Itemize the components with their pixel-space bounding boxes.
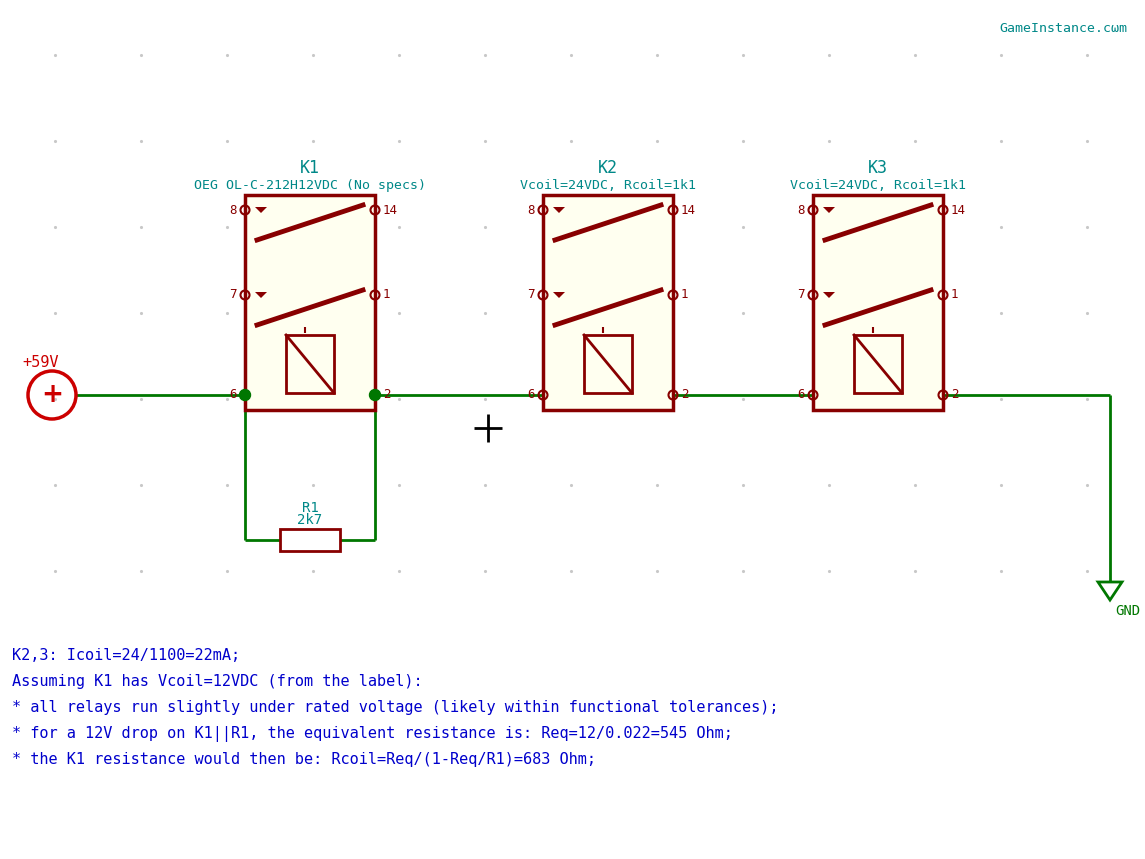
Circle shape (370, 389, 380, 400)
Circle shape (239, 389, 251, 400)
Bar (543, 195, 673, 410)
Text: R1: R1 (301, 501, 318, 515)
Text: K3: K3 (868, 159, 889, 177)
Text: +59V: +59V (22, 355, 58, 370)
Text: +: + (41, 382, 63, 408)
Text: * all relays run slightly under rated voltage (likely within functional toleranc: * all relays run slightly under rated vo… (11, 700, 779, 715)
Text: 1: 1 (681, 289, 688, 302)
Text: OEG OL-C-212H12VDC (No specs): OEG OL-C-212H12VDC (No specs) (194, 179, 426, 192)
Text: 6: 6 (798, 388, 805, 401)
Text: K2,3: Icoil=24/1100=22mA;: K2,3: Icoil=24/1100=22mA; (11, 648, 240, 663)
Text: 2: 2 (382, 388, 390, 401)
Polygon shape (823, 207, 835, 213)
Bar (584, 335, 632, 393)
Text: 8: 8 (229, 204, 237, 216)
Text: Vcoil=24VDC, Rcoil=1k1: Vcoil=24VDC, Rcoil=1k1 (790, 179, 966, 192)
Text: GND: GND (1115, 604, 1140, 618)
Polygon shape (553, 292, 564, 298)
Text: 8: 8 (798, 204, 805, 216)
Text: 6: 6 (528, 388, 535, 401)
Text: GameInstance.cωm: GameInstance.cωm (998, 22, 1127, 35)
Text: 2: 2 (681, 388, 688, 401)
Text: 1: 1 (951, 289, 958, 302)
Polygon shape (553, 207, 564, 213)
Text: 2: 2 (951, 388, 958, 401)
Bar (245, 195, 376, 410)
Bar (286, 335, 334, 393)
Polygon shape (255, 207, 267, 213)
Text: 6: 6 (229, 388, 237, 401)
Text: Assuming K1 has Vcoil=12VDC (from the label):: Assuming K1 has Vcoil=12VDC (from the la… (11, 674, 423, 689)
Text: 7: 7 (229, 289, 237, 302)
Text: 14: 14 (681, 204, 696, 216)
Text: 7: 7 (528, 289, 535, 302)
Text: 7: 7 (798, 289, 805, 302)
Text: K2: K2 (598, 159, 618, 177)
Text: * the K1 resistance would then be: Rcoil=Req/(1-Req/R1)=683 Ohm;: * the K1 resistance would then be: Rcoil… (11, 752, 597, 767)
Text: 1: 1 (382, 289, 390, 302)
Bar (813, 195, 943, 410)
Polygon shape (823, 292, 835, 298)
Polygon shape (255, 292, 267, 298)
Text: * for a 12V drop on K1||R1, the equivalent resistance is: Req=12/0.022=545 Ohm;: * for a 12V drop on K1||R1, the equivale… (11, 726, 733, 742)
Text: 8: 8 (528, 204, 535, 216)
Text: 14: 14 (951, 204, 966, 216)
Text: Vcoil=24VDC, Rcoil=1k1: Vcoil=24VDC, Rcoil=1k1 (520, 179, 696, 192)
Text: 14: 14 (382, 204, 398, 216)
Bar (854, 335, 902, 393)
Text: K1: K1 (300, 159, 319, 177)
Bar (281, 529, 340, 551)
Text: 2k7: 2k7 (298, 513, 323, 527)
Polygon shape (1098, 582, 1122, 600)
